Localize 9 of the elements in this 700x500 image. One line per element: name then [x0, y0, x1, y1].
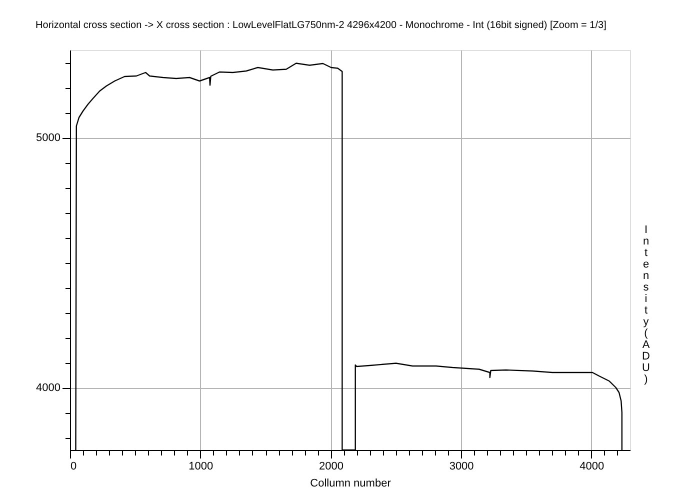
- text: Intensity (ADU): [642, 224, 650, 386]
- x-tick-label: 2000: [318, 460, 344, 472]
- chart-title: Horizontal cross section -> X cross section : LowLevelFlatLG750nm-2 4296x4200 - Monochrome - Int (16bit signed) [Zoom = 1/3]: [36, 20, 607, 31]
- x-tick-label: 4000: [580, 460, 604, 472]
- y-tick-label: 5000: [36, 132, 60, 144]
- x-axis-title: Collumn number: [310, 478, 392, 490]
- x-tick-label: 1000: [188, 460, 214, 472]
- x-tick-label: 0: [70, 460, 77, 472]
- x-tick-label: 3000: [449, 460, 474, 472]
